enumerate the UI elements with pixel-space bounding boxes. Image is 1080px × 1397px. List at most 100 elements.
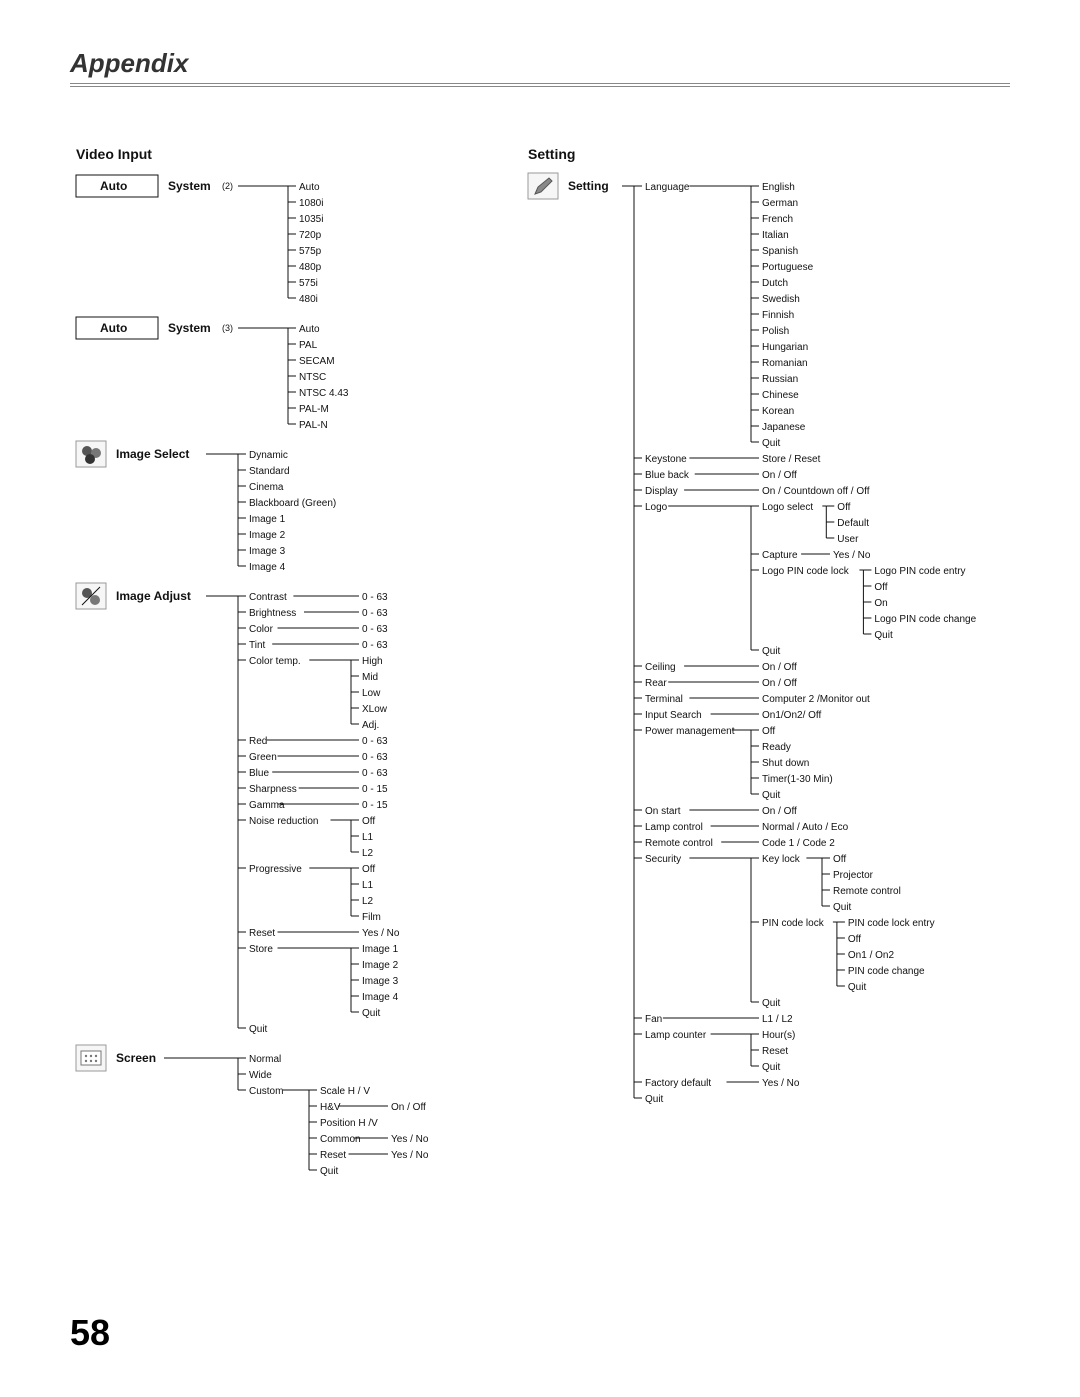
tree-text: 1080i: [299, 198, 323, 209]
tree-text: Remote control: [645, 838, 713, 849]
tree-text: Input Search: [645, 710, 702, 721]
tree-text: Quit: [762, 998, 781, 1009]
tree-text: Polish: [762, 326, 789, 337]
tree-text: Image 1: [362, 944, 399, 955]
tree-text: Logo PIN code change: [874, 614, 976, 625]
tree-text: Display: [645, 486, 678, 497]
tree-text: Brightness: [249, 608, 296, 619]
tree-text: Image 1: [249, 514, 286, 525]
tree-text: 720p: [299, 230, 322, 241]
tree-text: Japanese: [762, 422, 806, 433]
tree-text: Romanian: [762, 358, 808, 369]
tree-text: Auto: [100, 321, 127, 335]
tree-text: Common: [320, 1134, 361, 1145]
tree-text: Yes / No: [391, 1150, 429, 1161]
tree-text: French: [762, 214, 793, 225]
tree-text: Off: [848, 934, 861, 945]
tree-text: Off: [762, 726, 775, 737]
tree-text: PIN code lock entry: [848, 918, 935, 929]
tree-text: Quit: [645, 1094, 664, 1105]
tree-text: 1035i: [299, 214, 323, 225]
tree-text: Remote control: [833, 886, 901, 897]
tree-text: 0 - 63: [362, 592, 388, 603]
tree-text: Quit: [249, 1024, 268, 1035]
tree-text: Normal: [249, 1054, 281, 1065]
tree-text: Default: [837, 518, 869, 529]
tree-text: Image Select: [116, 447, 189, 461]
tree-text: Off: [362, 864, 375, 875]
tree-text: Chinese: [762, 390, 799, 401]
tree-text: User: [837, 534, 859, 545]
tree-text: Yes / No: [762, 1078, 800, 1089]
tree-text: Quit: [762, 646, 781, 657]
tree-text: Scale H / V: [320, 1086, 370, 1097]
tree-text: On1 / On2: [848, 950, 895, 961]
tree-text: Low: [362, 688, 381, 699]
tree-text: 0 - 63: [362, 640, 388, 651]
tree-text: On / Off: [762, 662, 797, 673]
tree-text: 0 - 15: [362, 784, 388, 795]
tree-text: 575i: [299, 278, 318, 289]
tree-text: Blackboard (Green): [249, 498, 336, 509]
tree-text: Portuguese: [762, 262, 814, 273]
tree-text: PAL-M: [299, 404, 329, 415]
tree-text: System: [168, 179, 211, 193]
tree-text: On / Off: [391, 1102, 426, 1113]
tree-text: Store / Reset: [762, 454, 821, 465]
tree-text: Quit: [762, 790, 781, 801]
tree-text: (3): [222, 323, 233, 333]
tree-text: Quit: [762, 1062, 781, 1073]
tree-text: Quit: [833, 902, 852, 913]
tree-text: Position H /V: [320, 1118, 378, 1129]
tree-text: Reset: [762, 1046, 788, 1057]
tree-text: Hungarian: [762, 342, 808, 353]
tree-text: Off: [833, 854, 846, 865]
tree-text: PAL-N: [299, 420, 328, 431]
tree-text: L1 / L2: [762, 1014, 793, 1025]
page: Appendix Video InputAutoSystem(2)Auto108…: [0, 0, 1080, 1394]
tree-text: Blue: [249, 768, 269, 779]
tree-text: Ready: [762, 742, 791, 753]
tree-text: Image 2: [362, 960, 399, 971]
tree-text: On / Off: [762, 678, 797, 689]
tree-text: Adj.: [362, 720, 379, 731]
tree-text: Lamp control: [645, 822, 703, 833]
tree-text: 480p: [299, 262, 322, 273]
tree-text: On1/On2/ Off: [762, 710, 822, 721]
tree-text: Key lock: [762, 854, 801, 865]
tree-text: Logo PIN code lock: [762, 566, 850, 577]
tree-text: 0 - 63: [362, 768, 388, 779]
tree-text: Normal / Auto / Eco: [762, 822, 849, 833]
tree-text: Rear: [645, 678, 667, 689]
tree-text: Tint: [249, 640, 266, 651]
tree-text: Shut down: [762, 758, 809, 769]
tree-text: Code 1 / Code 2: [762, 838, 835, 849]
tree-text: Color temp.: [249, 656, 301, 667]
tree-text: PAL: [299, 340, 318, 351]
tree-text: Yes / No: [391, 1134, 429, 1145]
tree-text: L1: [362, 832, 374, 843]
tree-text: Finnish: [762, 310, 794, 321]
tree-text: Power management: [645, 726, 735, 737]
tree-text: Logo: [645, 502, 668, 513]
tree-text: Hour(s): [762, 1030, 795, 1041]
tree-text: Fan: [645, 1014, 662, 1025]
tree-text: PIN code change: [848, 966, 925, 977]
tree-text: German: [762, 198, 798, 209]
tree-text: NTSC 4.43: [299, 388, 349, 399]
tree-text: Language: [645, 182, 690, 193]
page-title: Appendix: [70, 48, 1010, 79]
tree-text: Quit: [362, 1008, 381, 1019]
tree-text: Keystone: [645, 454, 687, 465]
tree-text: NTSC: [299, 372, 326, 383]
tree-text: SECAM: [299, 356, 335, 367]
tree-text: Cinema: [249, 482, 284, 493]
tree-text: Auto: [299, 182, 320, 193]
tree-text: 0 - 15: [362, 800, 388, 811]
tree-text: Screen: [116, 1051, 156, 1065]
tree-text: Sharpness: [249, 784, 297, 795]
tree-text: Image 2: [249, 530, 286, 541]
tree-text: Wide: [249, 1070, 272, 1081]
tree-text: Logo select: [762, 502, 813, 513]
tree-text: Store: [249, 944, 273, 955]
